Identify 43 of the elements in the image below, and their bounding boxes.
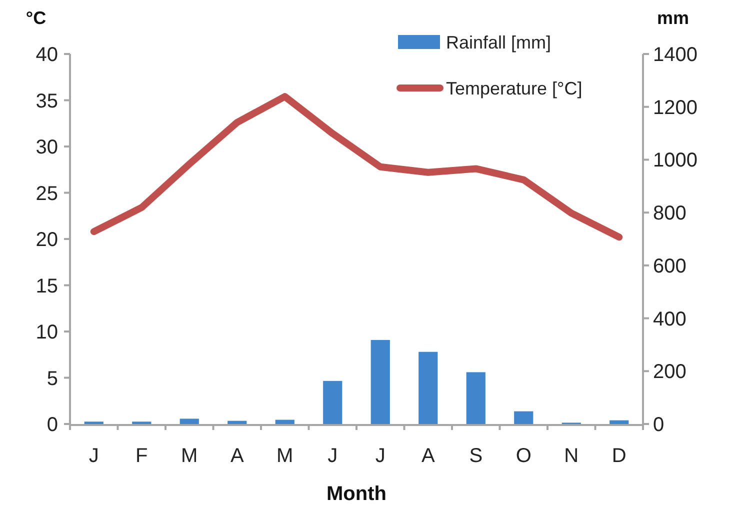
bar <box>323 380 342 424</box>
y-tick-label: 15 <box>36 275 58 298</box>
x-tick-label: O <box>516 445 532 467</box>
y-tick-label: 35 <box>36 90 58 112</box>
bar <box>180 418 199 424</box>
bar <box>275 420 294 424</box>
y-axis-title: °C <box>26 8 46 28</box>
legend-label: Rainfall [mm] <box>446 32 552 52</box>
y2-tick-label: 800 <box>653 202 686 225</box>
y-tick-label: 0 <box>46 414 58 436</box>
x-tick-label: S <box>469 445 483 467</box>
y2-tick-label: 1200 <box>653 96 698 119</box>
x-axis-title: Month <box>326 483 386 505</box>
x-tick-label: A <box>421 445 436 467</box>
y-tick-label: 20 <box>36 229 58 251</box>
x-tick-label: M <box>181 445 198 467</box>
y2-tick-label: 0 <box>653 414 664 436</box>
x-tick-label: J <box>88 445 99 467</box>
y-tick-label: 30 <box>36 136 58 158</box>
x-tick-label: A <box>230 445 244 467</box>
x-tick-label: J <box>328 445 338 467</box>
y2-tick-label: 1000 <box>653 150 698 172</box>
y-tick-label: 25 <box>36 182 58 205</box>
y-tick-label: 10 <box>36 322 58 344</box>
x-tick-label: D <box>612 445 626 467</box>
y2-tick-label: 400 <box>653 308 686 330</box>
bar <box>466 372 486 424</box>
x-tick-label: M <box>276 445 294 467</box>
bar <box>610 420 629 424</box>
y2-axis-title: mm <box>656 8 690 28</box>
bar <box>514 411 534 424</box>
x-tick-label: N <box>564 445 579 467</box>
y2-tick-label: 600 <box>653 255 686 278</box>
legend-label: Temperature [°C] <box>446 78 582 98</box>
y-tick-label: 40 <box>36 44 58 66</box>
bar <box>418 352 438 424</box>
y2-tick-label: 200 <box>653 361 686 384</box>
x-tick-label: J <box>375 445 386 467</box>
bar <box>370 340 390 424</box>
y2-tick-label: 1400 <box>653 44 698 66</box>
bar <box>228 420 247 424</box>
y-tick-label: 5 <box>46 368 58 390</box>
x-tick-label: F <box>136 445 148 467</box>
